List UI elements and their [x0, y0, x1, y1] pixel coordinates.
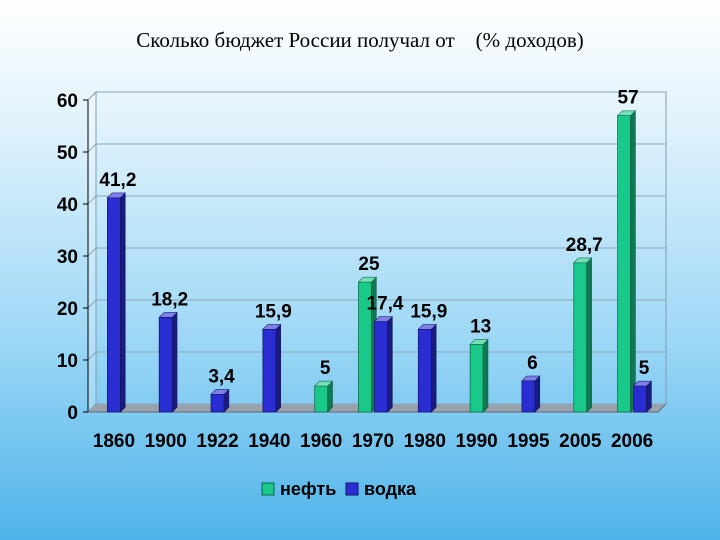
legend-swatch-нефть: [261, 482, 275, 496]
legend-label-водка: водка: [364, 479, 417, 499]
x-category-label: 2005: [559, 431, 602, 452]
y-tick-label: 60: [57, 91, 78, 112]
bar-side: [431, 323, 437, 413]
bar-водка-1900: [158, 311, 178, 413]
x-category-label: 1960: [300, 431, 342, 452]
bar-front: [262, 328, 277, 413]
bar-top: [210, 389, 230, 395]
gridline-side: [87, 247, 97, 257]
x-category-label: 1860: [93, 431, 135, 452]
bar-top: [357, 276, 378, 283]
gridline-side: [87, 143, 97, 153]
x-category-label: 1970: [352, 431, 394, 452]
bar-front: [107, 197, 121, 413]
bar-водка-1940: [262, 323, 282, 413]
x-category-label: 1980: [404, 431, 446, 452]
gridline-side: [87, 403, 97, 413]
bar-side: [275, 323, 281, 413]
x-category-label: 1990: [455, 431, 497, 452]
bar-front: [374, 321, 388, 413]
data-label-водка-1922: 3,4: [208, 366, 235, 387]
plot-area: 0 10 20 30 40 50 60 41,2 1860 18,2 1900 3,4 1922 15,9…: [57, 88, 668, 499]
x-category-label: 1900: [145, 431, 187, 452]
bar-top: [373, 316, 394, 322]
bar-side: [586, 257, 592, 413]
x-category-label: 1922: [196, 431, 238, 452]
bar-водка-2006: [632, 380, 653, 413]
legend-swatch-водка: [345, 482, 359, 496]
bar-front: [521, 380, 536, 413]
gridline-side: [87, 91, 97, 101]
bar-side: [120, 192, 126, 413]
gridline-side: [87, 195, 97, 205]
bar-front: [210, 393, 225, 413]
data-label-нефть-1990: 13: [470, 316, 491, 337]
x-category-label: 2006: [611, 431, 653, 452]
bar-top: [106, 192, 126, 199]
y-tick-label: 40: [57, 195, 78, 216]
bar-нефть-2005: [573, 257, 593, 413]
bar-side: [646, 380, 652, 413]
data-label-водка-1970: 17,4: [367, 294, 404, 315]
data-label-водка-1980: 15,9: [410, 301, 447, 322]
data-label-водка-1995: 6: [527, 353, 538, 374]
bar-top: [262, 324, 282, 330]
bar-side: [327, 380, 333, 413]
bar-side: [482, 338, 489, 413]
bar-top: [573, 257, 593, 264]
bar-side: [171, 311, 178, 413]
bar-водка-1860: [106, 192, 126, 413]
bar-top: [521, 375, 541, 382]
data-label-водка-1940: 15,9: [255, 301, 292, 322]
bar-водка-1922: [210, 388, 230, 413]
data-label-нефть-1970: 25: [358, 254, 380, 275]
bar-нефть-2006: [616, 110, 637, 413]
bar-водка-1980: [417, 323, 437, 413]
bar-front: [573, 262, 588, 413]
bar-front: [417, 328, 432, 413]
bar-front: [633, 385, 647, 413]
bar-top: [616, 110, 637, 116]
bar-top: [313, 380, 334, 387]
x-category-label: 1995: [507, 431, 550, 452]
bar-top: [469, 339, 489, 345]
gridline-side: [87, 299, 97, 309]
data-label-нефть-1960: 5: [320, 358, 331, 379]
y-tick-label: 20: [57, 299, 78, 320]
bar-front: [158, 316, 173, 413]
bar-front: [314, 385, 329, 413]
gridline-side: [87, 351, 97, 361]
legend-label-нефть: нефть: [280, 479, 336, 499]
slide-title: Сколько бюджет России получал от (% дохо…: [136, 28, 584, 52]
y-tick-label: 10: [57, 351, 78, 372]
bar-side: [630, 110, 636, 413]
bar-водка-1970: [373, 315, 394, 413]
data-label-водка-2006: 5: [639, 358, 650, 379]
data-label-водка-1900: 18,2: [151, 289, 188, 310]
x-category-label: 1940: [248, 431, 290, 452]
bar-нефть-1960: [313, 380, 334, 413]
bar-top: [158, 312, 178, 318]
bar-front: [469, 343, 484, 413]
y-tick-label: 50: [57, 143, 78, 164]
data-label-водка-1860: 41,2: [99, 170, 136, 191]
bar-side: [387, 315, 393, 413]
bar-водка-1995: [521, 375, 541, 413]
bar-front: [617, 115, 631, 413]
y-tick-label: 0: [67, 403, 78, 424]
data-label-нефть-2005: 28,7: [566, 235, 603, 256]
legend: нефть водка: [261, 479, 417, 499]
bar-side: [534, 375, 541, 413]
bar-top: [417, 324, 437, 330]
data-label-нефть-2006: 57: [618, 88, 639, 109]
bar-нефть-1990: [469, 338, 489, 413]
bar-top: [632, 380, 653, 387]
y-tick-label: 30: [57, 247, 78, 268]
